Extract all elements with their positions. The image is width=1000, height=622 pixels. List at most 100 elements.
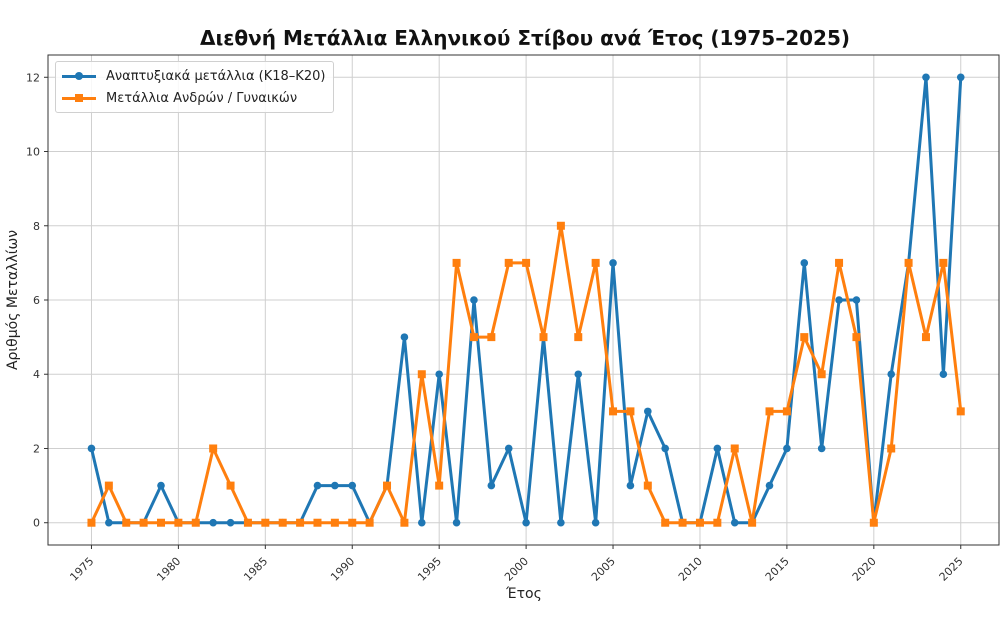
data-point (261, 518, 270, 527)
data-point (400, 333, 409, 341)
y-tick-label: 12 (26, 71, 40, 84)
data-point (800, 333, 809, 342)
x-tick-label: 2010 (676, 555, 705, 584)
data-point (383, 481, 392, 490)
data-point (504, 258, 513, 267)
data-point (104, 481, 113, 490)
data-point (522, 518, 530, 527)
data-point (139, 518, 148, 527)
y-tick-label: 10 (26, 146, 40, 159)
data-point (904, 258, 913, 267)
y-tick-label: 8 (33, 220, 40, 233)
data-point (348, 481, 357, 490)
data-point (765, 481, 774, 490)
data-point (556, 221, 565, 230)
x-tick-label: 1985 (241, 555, 270, 584)
data-point (226, 518, 235, 527)
data-point (591, 518, 600, 527)
data-point (348, 518, 357, 527)
data-point (557, 518, 565, 527)
data-point (313, 518, 322, 527)
data-point (331, 481, 339, 490)
data-point (105, 518, 113, 527)
legend-square-marker-icon (62, 91, 96, 105)
data-point (782, 407, 791, 416)
y-tick-label: 0 (33, 517, 40, 530)
data-point (887, 444, 896, 453)
data-point (487, 481, 496, 490)
grid-lines (48, 55, 999, 545)
legend-label: Μετάλλια Ανδρών / Γυναικών (106, 90, 298, 106)
data-point (87, 518, 96, 527)
data-point (939, 258, 948, 267)
data-point (209, 444, 218, 453)
data-point (470, 296, 478, 304)
data-point (417, 518, 426, 527)
x-tick-label: 2005 (589, 555, 618, 584)
legend: Αναπτυξιακά μετάλλια (Κ18–Κ20) Μετάλλια … (55, 61, 335, 113)
data-point (713, 444, 722, 453)
data-point (956, 73, 965, 82)
data-point (417, 370, 426, 379)
y-tick-label: 6 (33, 294, 40, 307)
data-point (191, 518, 200, 527)
data-point (626, 481, 635, 490)
data-point (400, 518, 409, 527)
data-point (678, 518, 687, 527)
data-point (539, 333, 548, 342)
data-point (209, 518, 217, 527)
data-point (783, 444, 791, 453)
data-point (609, 259, 617, 267)
data-point (869, 518, 878, 527)
data-point (157, 481, 165, 490)
data-point (609, 407, 618, 416)
data-point (956, 407, 965, 416)
data-point (730, 518, 739, 527)
data-point (243, 518, 252, 527)
data-point (922, 73, 930, 82)
x-tick-label: 1980 (154, 555, 183, 584)
series-layer (87, 73, 965, 527)
x-tick-label: 1990 (328, 555, 357, 584)
legend-item-senior: Μετάλλια Ανδρών / Γυναικών (62, 87, 325, 109)
data-point (817, 370, 826, 379)
data-point (644, 407, 652, 416)
y-axis: 0 2 4 6 8 10 12 (26, 71, 48, 530)
data-point (887, 370, 896, 379)
data-point (435, 370, 443, 379)
x-tick-label: 2000 (502, 555, 531, 584)
data-point (278, 518, 287, 527)
data-point (835, 258, 844, 267)
data-point (574, 333, 583, 342)
data-point (87, 444, 96, 453)
data-point (748, 518, 757, 527)
data-point (800, 259, 809, 267)
data-point (313, 481, 322, 490)
data-point (661, 518, 670, 527)
data-point (330, 518, 339, 527)
legend-label: Αναπτυξιακά μετάλλια (Κ18–Κ20) (106, 68, 326, 84)
legend-item-development: Αναπτυξιακά μετάλλια (Κ18–Κ20) (62, 65, 325, 87)
data-point (452, 258, 461, 267)
data-point (939, 370, 948, 379)
data-point (469, 333, 478, 342)
data-point (504, 444, 513, 453)
data-point (174, 518, 183, 527)
y-axis-label: Αριθμός Μεταλλίων (5, 230, 21, 370)
data-point (643, 481, 652, 490)
data-point (452, 518, 461, 527)
data-point (122, 518, 131, 527)
data-point (730, 444, 739, 453)
y-tick-label: 4 (33, 368, 40, 381)
data-point (296, 518, 305, 527)
data-point (626, 407, 635, 416)
data-point (591, 258, 600, 267)
x-tick-label: 2015 (763, 555, 792, 584)
series-senior-medals (87, 221, 965, 527)
data-point (487, 333, 496, 342)
data-point (661, 444, 669, 453)
x-axis-label: Έτος (505, 586, 542, 602)
data-point (852, 333, 861, 342)
x-tick-label: 2025 (937, 555, 966, 584)
